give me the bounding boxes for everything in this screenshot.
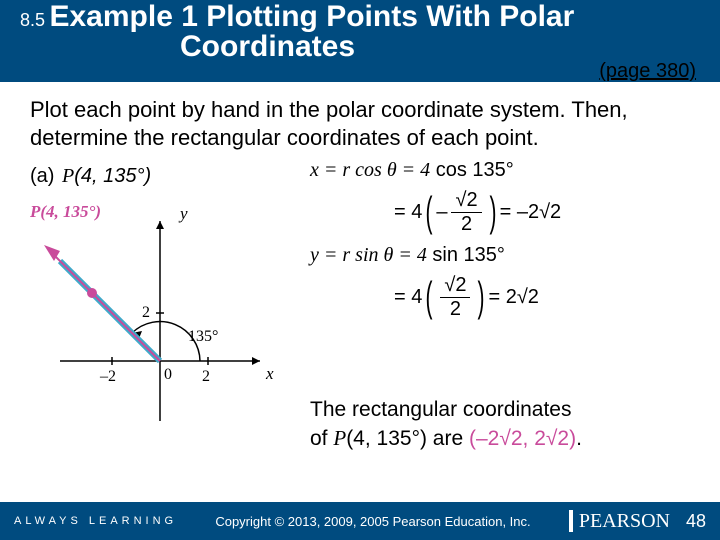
frac-y-top: √2 bbox=[440, 274, 470, 298]
eq-y2-pre: = 4 bbox=[394, 286, 422, 309]
eq-x2-neg: – bbox=[436, 201, 447, 224]
result-l2c: (4, 135°) are bbox=[346, 427, 469, 450]
section-number: 8.5 bbox=[20, 10, 45, 30]
xtick-pos: 2 bbox=[202, 368, 210, 385]
graph-point-label: P(4, 135°) bbox=[30, 202, 101, 221]
eq-x1-lhs: x = r cos θ = 4 bbox=[310, 159, 430, 182]
eq-y-line2: = 4 ( √22 ) = 2√2 bbox=[310, 273, 561, 321]
xtick-neg: –2 bbox=[99, 368, 116, 385]
point-name: P bbox=[62, 165, 74, 187]
equations-block: x = r cos θ = 4 cos 135° = 4 ( – √22 ) =… bbox=[310, 159, 561, 327]
result-period: . bbox=[576, 427, 582, 450]
eq-y1-lhs: y = r sin θ = 4 bbox=[310, 244, 427, 267]
result-l2b: P bbox=[333, 426, 346, 450]
pearson-brand: PEARSON bbox=[579, 510, 670, 533]
instruction-text: Plot each point by hand in the polar coo… bbox=[0, 82, 720, 159]
title-line1: Example 1 Plotting Points With Polar bbox=[49, 0, 574, 33]
lparen-icon: ( bbox=[426, 188, 433, 236]
point-definition: P(4, 135°) bbox=[62, 165, 151, 188]
rparen2-icon: ) bbox=[478, 273, 485, 321]
slide-footer: ALWAYS LEARNING Copyright © 2013, 2009, … bbox=[0, 502, 720, 540]
eq-y2-post: = 2√2 bbox=[488, 286, 538, 309]
always-learning-text: ALWAYS LEARNING bbox=[0, 515, 177, 527]
eq-x-line2: = 4 ( – √22 ) = –2√2 bbox=[310, 188, 561, 236]
eq-y-line1: y = r sin θ = 4 sin 135° bbox=[310, 244, 561, 267]
x-axis-label: x bbox=[265, 364, 274, 383]
polar-graph: P(4, 135°) y x 135° –2 2 2 0 bbox=[30, 201, 290, 431]
eq-y1-rhs: sin 135° bbox=[432, 244, 505, 267]
rparen-icon: ) bbox=[489, 188, 496, 236]
result-l2a: of bbox=[310, 427, 333, 450]
eq-x2-post: = –2√2 bbox=[500, 201, 562, 224]
result-coord: (–2√2, 2√2) bbox=[469, 427, 576, 450]
pearson-bar-icon bbox=[569, 510, 573, 532]
frac-x-top: √2 bbox=[451, 189, 481, 213]
eq-x2-pre: = 4 bbox=[394, 201, 422, 224]
title-line2: Coordinates bbox=[20, 30, 700, 64]
eq-x1-rhs: cos 135° bbox=[436, 159, 514, 182]
result-block: The rectangular coordinates of P(4, 135°… bbox=[310, 395, 582, 454]
point-args: (4, 135°) bbox=[74, 165, 151, 187]
angle-label: 135° bbox=[188, 328, 218, 345]
ytick-pos: 2 bbox=[142, 304, 150, 321]
slide-number: 48 bbox=[686, 511, 706, 532]
y-axis-label: y bbox=[178, 204, 188, 223]
frac-x-bot: 2 bbox=[451, 213, 481, 236]
fraction-x: √22 bbox=[451, 189, 481, 236]
result-line2: of P(4, 135°) are (–2√2, 2√2). bbox=[310, 424, 582, 453]
origin-label: 0 bbox=[164, 366, 172, 383]
part-label: (a) bbox=[30, 165, 54, 188]
fraction-y: √22 bbox=[440, 274, 470, 321]
copyright-text: Copyright © 2013, 2009, 2005 Pearson Edu… bbox=[177, 514, 569, 529]
content-area: (a) P(4, 135°) P(4, 135°) y x 135° –2 2 … bbox=[0, 159, 720, 489]
frac-y-bot: 2 bbox=[440, 298, 470, 321]
lparen2-icon: ( bbox=[426, 273, 433, 321]
eq-x-line1: x = r cos θ = 4 cos 135° bbox=[310, 159, 561, 182]
result-line1: The rectangular coordinates bbox=[310, 395, 582, 424]
page-reference: (page 380) bbox=[599, 60, 696, 83]
